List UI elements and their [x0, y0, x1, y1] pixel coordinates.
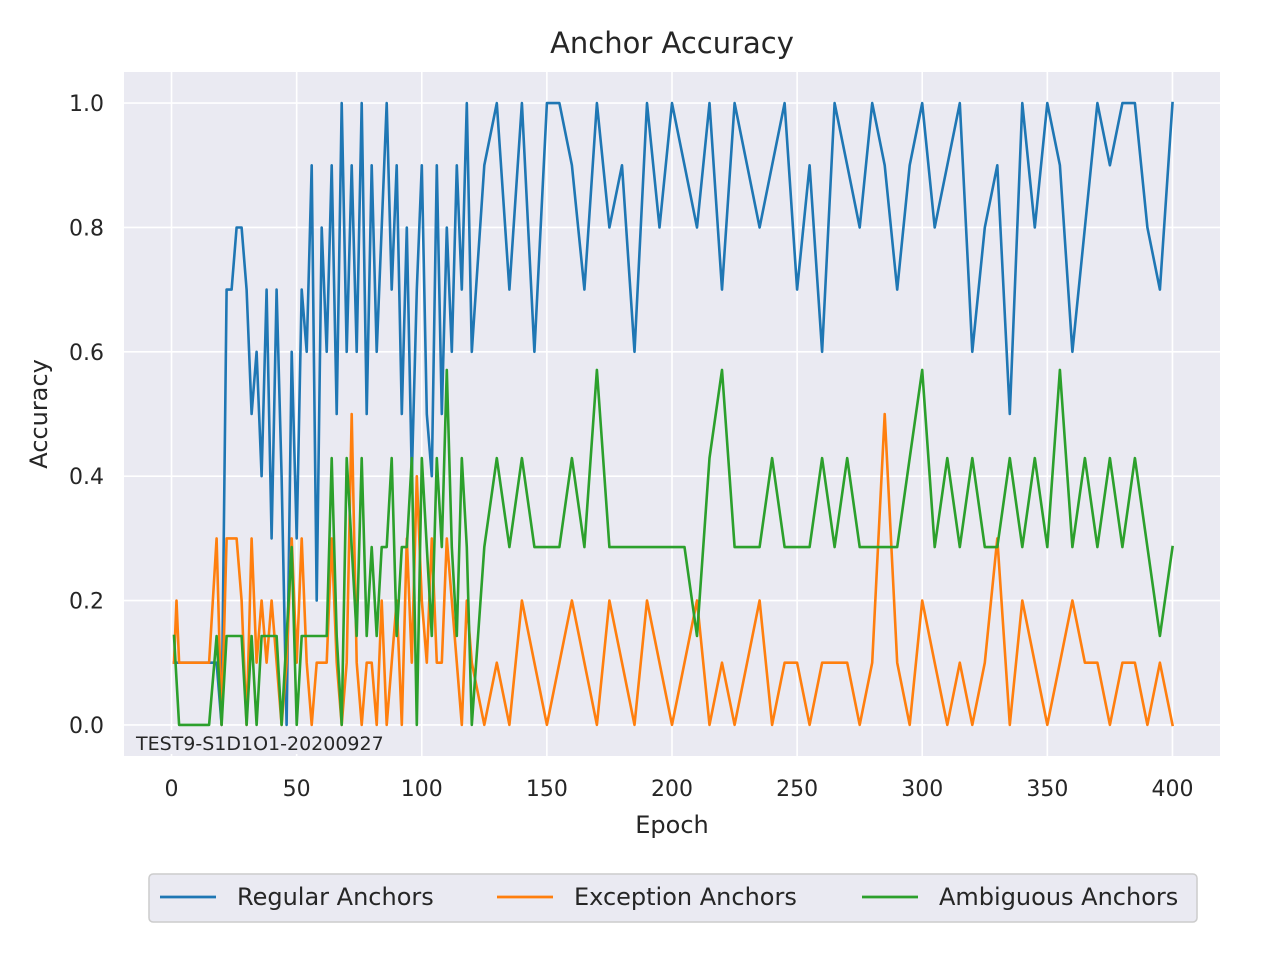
run-annotation-box: TEST9-S1D1O1-20200927 — [128, 730, 418, 755]
y-tick-label: 0.8 — [69, 216, 104, 241]
legend: Regular Anchors Exception Anchors Ambiguou… — [148, 873, 1198, 923]
run-annotation: TEST9-S1D1O1-20200927 — [135, 733, 384, 755]
series-line-regular-anchors — [172, 101, 1174, 727]
legend-label: Exception Anchors — [574, 883, 797, 911]
x-tick-labels: 0 50 100 150 200 250 300 350 400 — [165, 777, 1194, 802]
x-tick-label: 250 — [776, 777, 818, 802]
x-tick-label: 350 — [1026, 777, 1068, 802]
legend-frame — [148, 873, 1198, 923]
x-tick-label: 200 — [651, 777, 693, 802]
x-tick-label: 100 — [401, 777, 443, 802]
x-tick-label: 0 — [165, 777, 179, 802]
chart-title: Anchor Accuracy — [550, 26, 794, 60]
series-line-ambiguous-anchors — [172, 368, 1174, 727]
legend-item-exception-anchors: Exception Anchors — [497, 883, 797, 911]
legend-item-regular-anchors: Regular Anchors — [160, 883, 434, 911]
x-tick-label: 50 — [283, 777, 311, 802]
legend-label: Ambiguous Anchors — [939, 883, 1178, 911]
x-tick-label: 400 — [1151, 777, 1193, 802]
y-tick-label: 0.6 — [69, 341, 104, 366]
y-tick-label: 1.0 — [69, 92, 104, 117]
y-tick-label: 0.0 — [69, 714, 104, 739]
x-tick-label: 150 — [526, 777, 568, 802]
series-lines — [172, 101, 1175, 727]
legend-label: Regular Anchors — [237, 883, 434, 911]
annotation-background — [128, 730, 418, 754]
x-tick-label: 300 — [901, 777, 943, 802]
y-tick-label: 0.4 — [69, 465, 104, 490]
y-axis-label: Accuracy — [25, 359, 53, 469]
y-tick-label: 0.2 — [69, 590, 104, 615]
y-tick-labels: 0.0 0.2 0.4 0.6 0.8 1.0 — [69, 92, 104, 739]
x-axis-label: Epoch — [635, 811, 709, 839]
legend-item-ambiguous-anchors: Ambiguous Anchors — [862, 883, 1178, 911]
